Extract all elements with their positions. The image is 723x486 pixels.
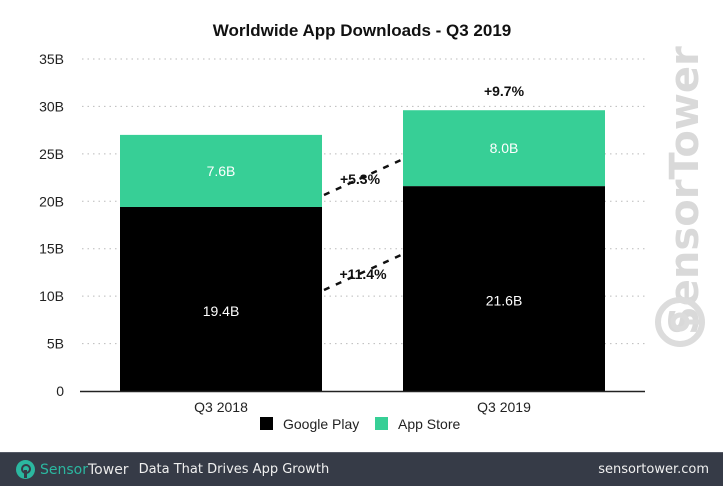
bar-app-store [403,110,605,187]
footer-brand: SensorTower [40,462,129,478]
sensortower-logo-icon [16,460,35,479]
footer-tagline: Data That Drives App Growth [138,462,330,477]
total-growth-label: +9.7% [484,83,525,99]
legend-swatch-google-play [260,417,273,430]
bar-google-play [403,186,605,391]
bar-value-label: 21.6B [486,293,523,309]
brand-tower: Tower [88,461,129,478]
x-category-label: Q3 2019 [477,399,531,415]
y-tick-label: 15B [39,241,64,257]
chart: Worldwide App Downloads - Q3 2019 0 5B 10B… [39,21,708,432]
app-store-growth-connector [323,158,402,197]
google-play-growth-connector [323,253,402,292]
x-category-label: Q3 2018 [194,399,248,415]
bar-app-store [120,134,322,207]
legend-label: App Store [398,416,460,432]
google-play-growth-label: +11.4% [339,266,387,282]
y-tick-label: 10B [39,288,64,304]
watermark-logo-icon [655,297,705,347]
x-axis-categories: Q3 2018 Q3 2019 [194,399,531,415]
bar-value-label: 19.4B [203,303,240,319]
bar-value-label: 8.0B [490,140,519,156]
y-tick-label: 20B [39,193,64,209]
watermark-text: SensorTower [662,46,708,335]
bar-value-label: 7.6B [207,163,236,179]
bars: 19.4B 7.6B 21.6B 8.0B [120,110,605,391]
app-store-growth-label: +5.3% [340,171,381,187]
y-tick-label: 0 [56,383,64,399]
y-axis-ticks: 0 5B 10B 15B 20B 25B 30B 35B [39,51,64,399]
legend: Google Play App Store [260,416,460,432]
y-tick-label: 25B [39,146,64,162]
legend-swatch-app-store [375,417,388,430]
y-tick-label: 5B [47,336,64,352]
chart-title: Worldwide App Downloads - Q3 2019 [213,21,512,40]
legend-label: Google Play [283,416,359,432]
footer-bar: SensorTower Data That Drives App Growth … [0,452,723,486]
growth-annotations: +11.4% +5.3% +9.7% [323,83,525,292]
footer-website-link[interactable]: sensortower.com [598,462,709,477]
y-tick-label: 35B [39,51,64,67]
bar-google-play [120,206,322,391]
watermark: SensorTower [662,46,708,335]
brand-sensor: Sensor [40,461,88,478]
y-tick-label: 30B [39,98,64,114]
